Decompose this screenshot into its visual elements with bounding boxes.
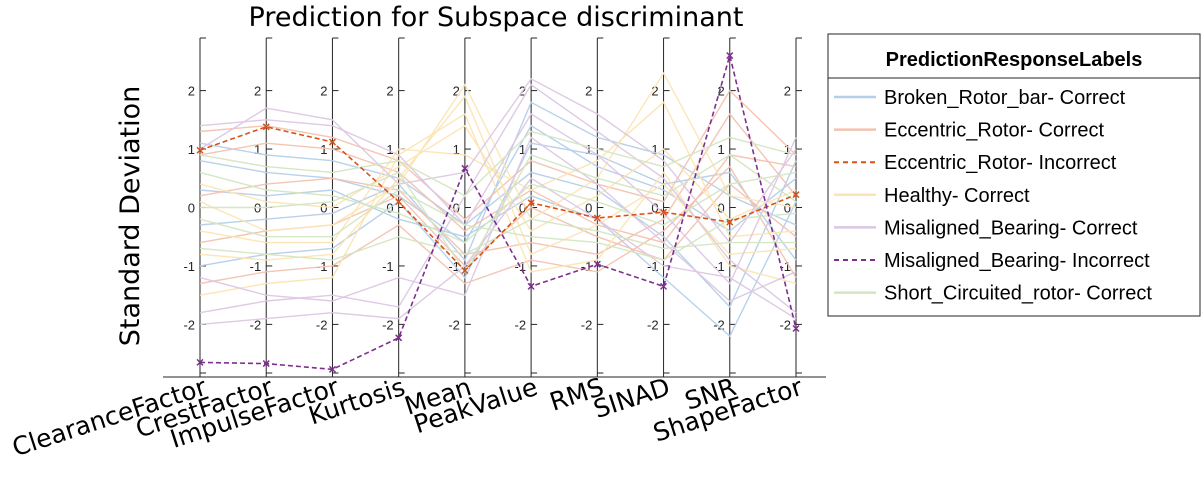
legend-entry-label: Misaligned_Bearing- Correct	[884, 217, 1138, 239]
legend-entry-label: Healthy- Correct	[884, 185, 1030, 207]
tick-label: -2	[581, 317, 593, 332]
tick-label: -2	[647, 317, 659, 332]
tick-label: -1	[382, 259, 394, 274]
tick-label: 2	[386, 84, 393, 99]
tick-label: 2	[453, 84, 460, 99]
series-line	[200, 126, 796, 243]
tick-label: 1	[718, 142, 725, 157]
series-eccentric-rotor-correct	[200, 91, 796, 284]
series-line	[200, 178, 796, 324]
tick-label: -2	[515, 317, 527, 332]
series-line	[200, 73, 796, 231]
series-misaligned-bearing-correct	[200, 79, 796, 325]
series-lines	[197, 53, 799, 373]
legend-entry-label: Eccentric_Rotor- Correct	[884, 120, 1105, 142]
tick-label: 2	[784, 84, 791, 99]
tick-label: 1	[320, 142, 327, 157]
legend-title: PredictionResponseLabels	[886, 49, 1143, 71]
axis-name-PeakValue: PeakValue	[410, 372, 541, 439]
series-line	[200, 190, 796, 260]
legend-entry-label: Misaligned_Bearing- Incorrect	[884, 250, 1150, 272]
tick-label: 2	[718, 84, 725, 99]
tick-label: 2	[254, 84, 261, 99]
tick-label: -2	[448, 317, 460, 332]
legend-entry-label: Short_Circuited_rotor- Correct	[884, 283, 1152, 305]
series-line	[200, 143, 796, 307]
tick-label: -2	[183, 317, 195, 332]
series-line	[200, 91, 796, 220]
chart-title: Prediction for Subspace discriminant	[249, 2, 744, 33]
tick-label: 1	[188, 142, 195, 157]
tick-label: 0	[188, 201, 195, 216]
tick-label: -2	[779, 317, 791, 332]
legend-entry-label: Eccentric_Rotor- Incorrect	[884, 152, 1117, 174]
series-line	[200, 184, 796, 266]
tick-label: 2	[585, 84, 592, 99]
tick-label: 2	[188, 84, 195, 99]
tick-label: -2	[382, 317, 394, 332]
y-axis-label: Standard Deviation	[115, 86, 146, 347]
series-line	[200, 219, 796, 260]
legend: PredictionResponseLabels Broken_Rotor_bar…	[828, 34, 1200, 316]
tick-label: 2	[320, 84, 327, 99]
tick-label: -1	[250, 259, 262, 274]
tick-label: -2	[316, 317, 328, 332]
tick-label: -1	[183, 259, 195, 274]
axis-name-labels: ClearanceFactorCrestFactorImpulseFactorK…	[9, 372, 807, 462]
legend-box	[828, 34, 1200, 316]
legend-entry-label: Broken_Rotor_bar- Correct	[884, 87, 1126, 109]
